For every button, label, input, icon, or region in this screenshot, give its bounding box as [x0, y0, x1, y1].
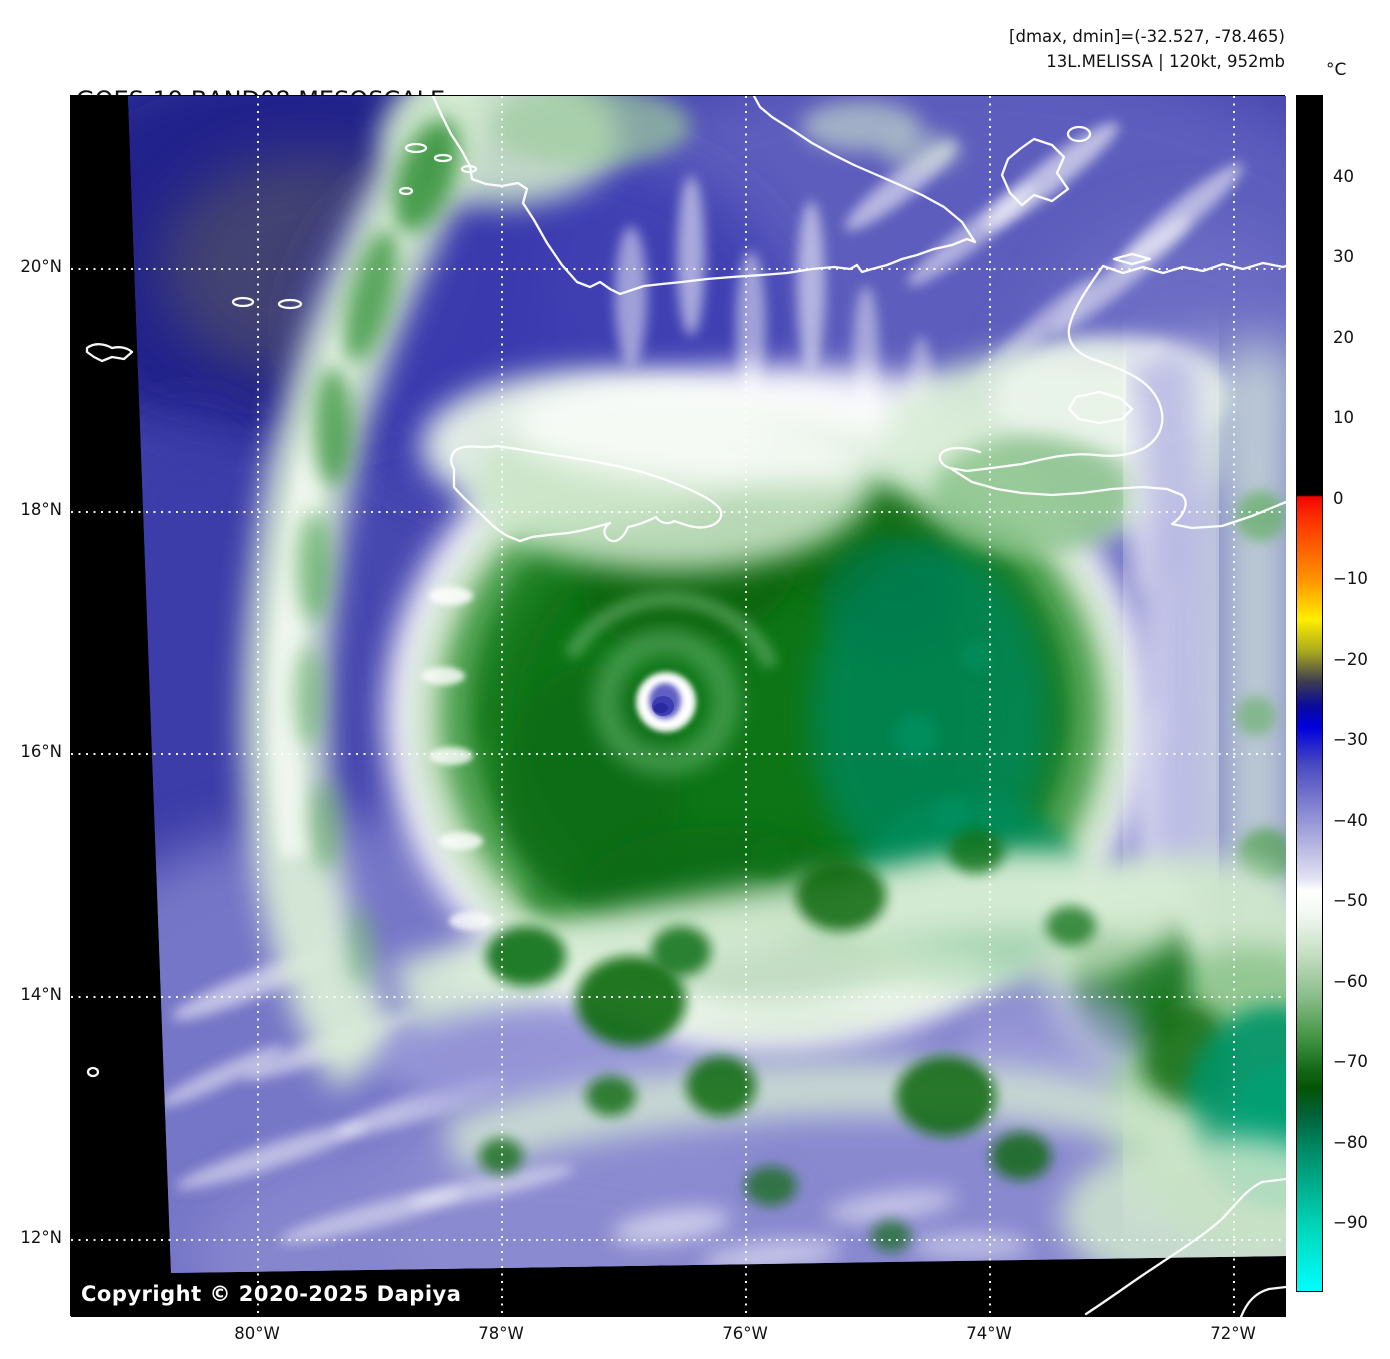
lon-tick-label: 74°W: [966, 1324, 1012, 1343]
lon-tick-label: 76°W: [722, 1324, 768, 1343]
colorbar-tick: −40: [1333, 811, 1368, 830]
lon-tick-label: 78°W: [478, 1324, 524, 1343]
cayman-brac-outline: [277, 298, 303, 310]
southern-rainbands: [381, 829, 1207, 1252]
satellite-map: Copyright © 2020-2025 Dapiya: [70, 95, 1286, 1317]
colorbar: [1296, 95, 1323, 1292]
colorbar-tick: −60: [1333, 972, 1368, 991]
cuban-cay-icon: [404, 142, 428, 154]
colorbar-tick: −20: [1333, 650, 1368, 669]
coastlines: [85, 96, 1286, 1317]
hurricane-cdo: [384, 336, 1231, 1051]
jamaica-coastline: [450, 444, 723, 543]
celsius-unit-label: °C: [1326, 60, 1347, 80]
colorbar-tick: 40: [1333, 167, 1354, 186]
colorbar-tick: −90: [1333, 1213, 1368, 1232]
colorbar-tick: 0: [1333, 489, 1344, 508]
storm-readout: [dmax, dmin]=(-32.527, -78.465) 13L.MELI…: [1009, 24, 1285, 74]
inagua-island-outline: [1000, 137, 1070, 207]
dmax-dmin-readout: [dmax, dmin]=(-32.527, -78.465): [1009, 27, 1285, 46]
lon-tick-label: 72°W: [1210, 1324, 1256, 1343]
colorbar-tick: −30: [1333, 730, 1368, 749]
cuba-coastline: [431, 96, 977, 296]
lon-tick-label: 80°W: [234, 1324, 280, 1343]
colorbar-tick: 30: [1333, 247, 1354, 266]
hurricane-eye: [563, 591, 779, 775]
storm-info: 13L.MELISSA | 120kt, 952mb: [1046, 52, 1285, 71]
copyright-text: Copyright © 2020-2025 Dapiya: [81, 1282, 462, 1306]
lat-tick-label: 18°N: [20, 500, 62, 519]
gonave-island-outline: [1067, 390, 1134, 425]
lat-tick-label: 16°N: [20, 742, 62, 761]
southeast-convection: [1041, 856, 1286, 1273]
small-cay-outline: [86, 1066, 100, 1078]
little-inagua-outline: [1066, 125, 1092, 143]
gridlines: [71, 96, 1286, 1317]
colorbar-tick: 20: [1333, 328, 1354, 347]
cuban-cay-icon: [398, 186, 414, 196]
lat-tick-label: 20°N: [20, 257, 62, 276]
colorbar-tick: 10: [1333, 408, 1354, 427]
little-cayman-outline: [231, 296, 255, 308]
lat-tick-label: 14°N: [20, 985, 62, 1004]
lat-tick-label: 12°N: [20, 1228, 62, 1247]
cuban-cay-icon: [460, 164, 478, 174]
colorbar-tick: −80: [1333, 1133, 1368, 1152]
south-america-coastline: [1084, 1177, 1286, 1317]
tortuga-island-outline: [1112, 252, 1152, 266]
colorbar-tick: −50: [1333, 891, 1368, 910]
imagery-layers: [128, 96, 1286, 1273]
satellite-image: [71, 96, 1286, 1317]
colorbar-tick: −70: [1333, 1052, 1368, 1071]
grand-cayman-outline: [85, 343, 134, 363]
cuban-cay-icon: [433, 153, 453, 163]
colorbar-tick: −10: [1333, 569, 1368, 588]
western-feeder-band: [242, 96, 961, 1091]
